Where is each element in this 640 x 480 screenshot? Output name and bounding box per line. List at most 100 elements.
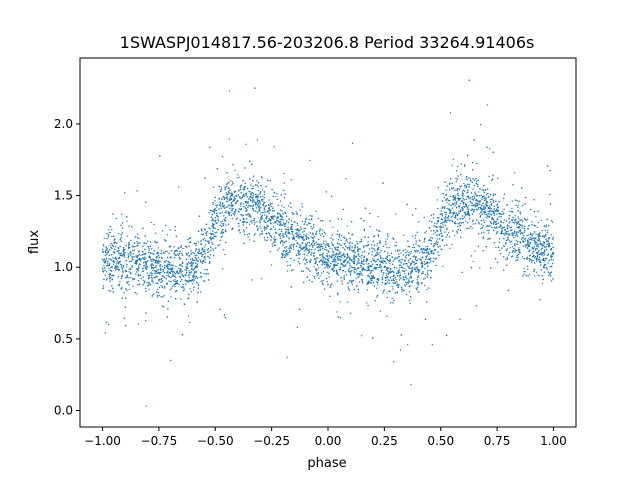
data-point (355, 269, 358, 271)
data-point (434, 231, 436, 233)
data-point (121, 268, 124, 270)
data-point (328, 245, 330, 248)
data-point (397, 270, 399, 272)
data-point (548, 244, 550, 246)
data-point (132, 253, 135, 255)
data-point (207, 240, 210, 242)
data-point (181, 252, 183, 255)
data-point (164, 250, 167, 253)
data-point (416, 289, 418, 291)
data-point (456, 232, 458, 234)
data-point (168, 268, 170, 270)
data-point (219, 244, 221, 246)
data-point (236, 177, 238, 179)
data-point (161, 286, 163, 288)
data-point (197, 287, 200, 289)
data-point (137, 323, 140, 325)
data-point (231, 218, 233, 220)
data-point (274, 231, 277, 234)
data-point (482, 202, 484, 205)
data-point (410, 281, 412, 283)
data-point (509, 210, 511, 213)
data-point (238, 229, 241, 231)
data-point (129, 251, 132, 253)
data-point (221, 198, 223, 200)
data-point (341, 283, 343, 285)
data-point (316, 257, 318, 259)
data-point (446, 208, 448, 210)
data-point (194, 252, 196, 255)
data-point (318, 232, 321, 234)
data-point (539, 240, 541, 243)
data-point (337, 255, 339, 258)
data-point (175, 276, 177, 278)
data-point (493, 226, 496, 228)
data-point (286, 234, 288, 237)
data-point (245, 194, 247, 196)
data-point (173, 246, 175, 248)
data-point (336, 233, 338, 236)
data-point (433, 233, 435, 235)
data-point (322, 229, 324, 231)
data-point (461, 194, 463, 196)
data-point (166, 264, 168, 267)
data-point (120, 234, 122, 236)
data-point (472, 260, 474, 263)
data-point (422, 249, 424, 251)
data-point (403, 272, 406, 275)
data-point (458, 194, 460, 197)
data-point (454, 212, 456, 214)
data-point (327, 260, 330, 262)
data-point (180, 246, 182, 249)
data-point (127, 280, 129, 283)
data-point (337, 262, 339, 265)
data-point (107, 323, 110, 326)
data-point (274, 239, 276, 241)
data-point (150, 267, 153, 269)
data-point (465, 220, 467, 222)
data-point (534, 255, 537, 258)
data-point (137, 280, 139, 282)
data-point (393, 266, 396, 268)
data-point (370, 260, 372, 263)
data-point (149, 241, 152, 243)
data-point (509, 241, 511, 243)
data-point (229, 207, 231, 209)
data-point (463, 164, 466, 166)
data-point (346, 225, 348, 227)
data-point (480, 209, 483, 211)
data-point (544, 246, 546, 249)
data-point (382, 292, 384, 294)
data-point (168, 276, 170, 278)
data-point (493, 214, 496, 216)
data-point (225, 210, 227, 212)
data-point (244, 207, 246, 209)
data-point (287, 226, 289, 228)
data-point (486, 229, 488, 232)
data-point (477, 208, 479, 210)
data-point (271, 243, 273, 245)
scatter-points (101, 79, 555, 407)
data-point (506, 256, 508, 259)
data-point (472, 223, 474, 225)
data-point (351, 280, 353, 282)
data-point (369, 272, 371, 274)
data-point (180, 269, 182, 271)
data-point (521, 227, 523, 229)
data-point (551, 254, 553, 256)
data-point (446, 244, 448, 246)
data-point (550, 248, 552, 251)
data-point (271, 205, 273, 208)
data-point (239, 185, 241, 187)
data-point (395, 245, 397, 247)
data-point (533, 254, 535, 256)
data-point (326, 281, 328, 283)
data-point (476, 208, 478, 211)
data-point (332, 239, 334, 241)
data-point (212, 203, 214, 205)
data-point (179, 280, 182, 283)
data-point (374, 266, 376, 268)
data-point (204, 261, 207, 264)
data-point (446, 185, 448, 187)
data-point (232, 208, 234, 210)
